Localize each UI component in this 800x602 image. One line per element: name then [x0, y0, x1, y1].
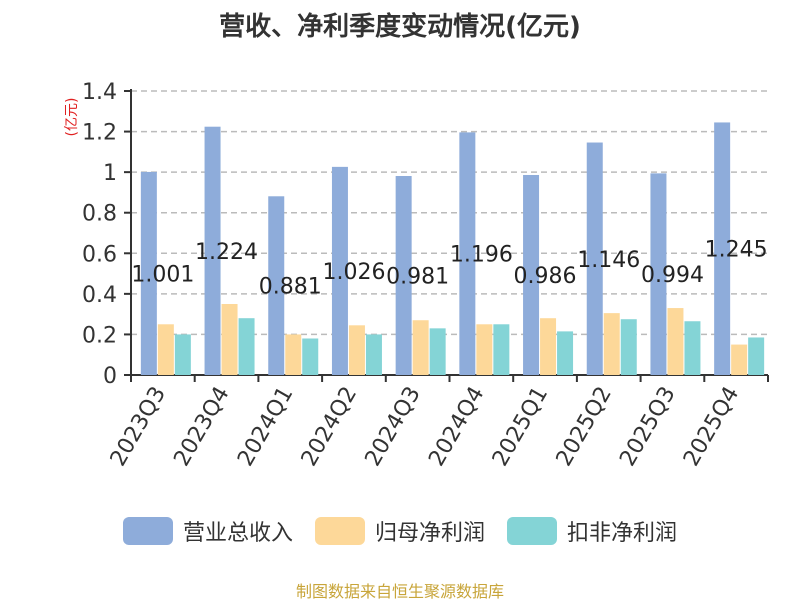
bar [586, 142, 603, 375]
bar [365, 334, 382, 375]
chart-title: 营收、净利季度变动情况(亿元) [219, 12, 581, 42]
x-tick-label: 2024Q3 [361, 383, 426, 471]
legend-label: 归母净利润 [374, 521, 485, 546]
x-tick-label: 2025Q1 [488, 383, 553, 471]
bar [557, 331, 574, 375]
bar [285, 334, 302, 375]
bar [748, 337, 765, 375]
bar [429, 328, 446, 375]
data-label: 0.981 [386, 264, 449, 289]
bar [412, 320, 429, 375]
x-tick-label: 2024Q1 [233, 383, 298, 471]
legend-swatch [122, 517, 173, 545]
data-label: 1.245 [705, 238, 768, 263]
bar [667, 308, 684, 375]
bar [238, 318, 255, 375]
data-label: 0.881 [259, 275, 322, 300]
bar [684, 321, 701, 375]
y-tick-label: 1 [103, 161, 117, 186]
bar [650, 173, 667, 375]
legend-label: 营业总收入 [182, 521, 293, 546]
bar [204, 126, 221, 376]
bar [523, 174, 540, 375]
data-label: 1.196 [450, 243, 513, 268]
x-tick-label: 2023Q4 [169, 383, 234, 471]
data-label: 1.026 [322, 260, 385, 285]
x-tick-label: 2024Q2 [297, 383, 362, 471]
source-note: 制图数据来自恒生聚源数据库 [295, 582, 504, 601]
bar [493, 324, 510, 375]
legend-swatch [507, 517, 557, 545]
x-tick-label: 2025Q3 [615, 383, 680, 471]
bar [157, 324, 174, 375]
data-label: 1.224 [195, 240, 258, 265]
legend-item[interactable]: 归母净利润 [314, 515, 485, 547]
y-tick-label: 0.6 [82, 242, 117, 267]
x-tick-label: 2025Q4 [679, 383, 744, 471]
y-tick-label: 0 [103, 364, 117, 389]
bar [140, 171, 157, 375]
legend-swatch [314, 517, 365, 545]
bar [174, 334, 191, 375]
bar [459, 132, 476, 375]
bar [268, 196, 285, 375]
bar [476, 324, 493, 375]
bar [714, 122, 731, 375]
legend-label: 扣非净利润 [567, 521, 678, 546]
legend-item[interactable]: 营业总收入 [122, 515, 293, 547]
y-tick-label: 0.2 [82, 323, 117, 348]
data-label: 1.001 [131, 262, 194, 287]
bar [331, 166, 348, 375]
legend: 营业总收入 归母净利润 扣非净利润 [0, 515, 800, 547]
data-label: 0.986 [514, 264, 577, 289]
bar [395, 175, 412, 375]
legend-item[interactable]: 扣非净利润 [507, 515, 677, 547]
x-tick-label: 2023Q3 [106, 383, 171, 471]
bar [540, 318, 557, 375]
bar [221, 304, 238, 375]
data-label: 0.994 [641, 263, 704, 288]
bar [302, 338, 319, 375]
bar [620, 319, 637, 375]
bar [731, 344, 748, 375]
bar [603, 313, 620, 375]
y-tick-label: 1.2 [82, 121, 117, 146]
x-tick-label: 2025Q2 [552, 383, 617, 471]
y-tick-label: 0.8 [82, 202, 117, 227]
x-tick-label: 2024Q4 [424, 382, 489, 470]
data-label: 1.146 [577, 248, 640, 273]
y-tick-label: 1.4 [82, 80, 117, 105]
y-axis-label: (亿元) [64, 98, 80, 137]
bar [348, 325, 365, 375]
y-tick-label: 0.4 [82, 283, 117, 308]
